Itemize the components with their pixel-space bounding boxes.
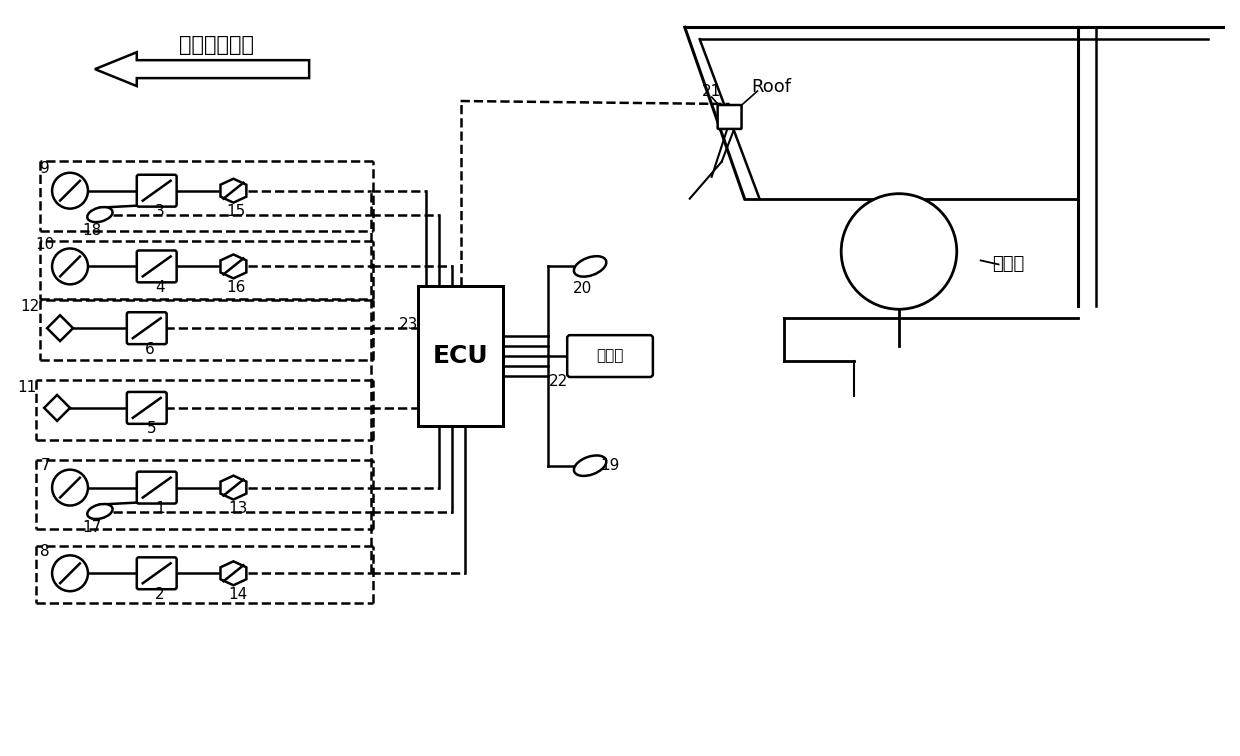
Ellipse shape (87, 207, 113, 222)
FancyBboxPatch shape (136, 175, 176, 206)
Text: 8: 8 (41, 544, 50, 559)
FancyBboxPatch shape (718, 105, 742, 129)
Ellipse shape (574, 455, 606, 476)
Text: 2: 2 (155, 587, 165, 602)
Text: 18: 18 (82, 223, 102, 238)
FancyBboxPatch shape (136, 250, 176, 282)
Text: 向前行驶方向: 向前行驶方向 (179, 36, 254, 55)
Polygon shape (47, 315, 73, 341)
Text: 12: 12 (21, 299, 40, 314)
Text: 3: 3 (155, 204, 165, 219)
Text: 14: 14 (229, 587, 248, 602)
Ellipse shape (574, 256, 606, 277)
Text: 22: 22 (548, 374, 568, 389)
Polygon shape (221, 561, 247, 585)
Text: 9: 9 (40, 161, 50, 176)
Text: ECU: ECU (433, 344, 489, 368)
Circle shape (52, 173, 88, 209)
Text: 7: 7 (41, 458, 50, 473)
Text: 19: 19 (600, 458, 620, 473)
FancyBboxPatch shape (136, 557, 176, 589)
FancyBboxPatch shape (126, 312, 166, 344)
FancyBboxPatch shape (567, 335, 653, 377)
Text: 13: 13 (228, 501, 248, 516)
Circle shape (52, 556, 88, 591)
Text: 10: 10 (36, 237, 55, 252)
Circle shape (52, 249, 88, 284)
Text: 15: 15 (227, 204, 246, 219)
Polygon shape (221, 476, 247, 500)
Ellipse shape (87, 504, 113, 519)
Text: 驾驶员: 驾驶员 (992, 256, 1024, 274)
FancyBboxPatch shape (136, 472, 176, 503)
Text: 1: 1 (155, 501, 165, 516)
Text: 4: 4 (155, 280, 165, 295)
Polygon shape (45, 395, 69, 421)
FancyArrow shape (95, 52, 309, 86)
FancyBboxPatch shape (418, 287, 503, 426)
Circle shape (841, 194, 957, 309)
Text: 6: 6 (145, 342, 155, 357)
Text: 5: 5 (146, 421, 156, 436)
Text: 23: 23 (399, 317, 418, 332)
Text: 17: 17 (82, 520, 102, 535)
Text: 11: 11 (17, 380, 37, 395)
Text: 总开关: 总开关 (596, 349, 624, 364)
Polygon shape (221, 178, 247, 203)
FancyBboxPatch shape (126, 392, 166, 424)
Text: 21: 21 (702, 84, 722, 98)
Circle shape (52, 469, 88, 506)
Text: 16: 16 (227, 280, 246, 295)
Text: Roof: Roof (751, 78, 791, 96)
Polygon shape (221, 255, 247, 278)
Text: 20: 20 (573, 280, 591, 296)
